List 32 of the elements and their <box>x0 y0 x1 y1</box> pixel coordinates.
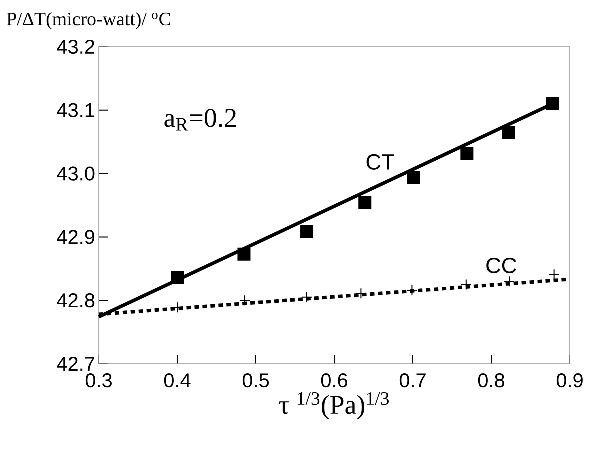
point <box>504 276 516 288</box>
x-tick-label: 0.3 <box>86 374 112 388</box>
series-label: CC <box>486 258 516 274</box>
y-tick-label: 42.9 <box>57 230 95 244</box>
point <box>460 147 474 160</box>
x-axis-title: τ $^{1/3}$(Pa)$^{1/3}$ <box>279 392 389 420</box>
y-tick-label: 43.2 <box>57 40 94 54</box>
point <box>502 126 516 140</box>
point <box>238 248 251 261</box>
x-tick-label: 0.6 <box>321 374 348 388</box>
point <box>407 171 420 184</box>
x-tick-label: 0.9 <box>556 374 583 388</box>
point <box>546 98 560 111</box>
annotation: a$_{R}$=0.2 <box>164 109 236 131</box>
y-axis-title: P/ΔT(micro-watt)/ $^{o}$C <box>7 12 170 30</box>
point <box>300 224 314 238</box>
y-tick-label: 42.8 <box>57 294 95 308</box>
point <box>302 292 313 303</box>
x-tick-label: 0.5 <box>242 374 270 388</box>
point <box>240 295 251 306</box>
point <box>406 284 418 296</box>
point <box>171 271 184 284</box>
x-tick-label: 0.7 <box>400 374 426 388</box>
point <box>358 196 372 210</box>
y-tick-label: 43.0 <box>57 166 95 181</box>
point <box>548 269 560 280</box>
x-tick-label: 0.4 <box>164 374 191 388</box>
point <box>460 279 472 290</box>
series-label: CT <box>366 154 394 170</box>
x-tick-label: 0.8 <box>478 374 504 388</box>
y-tick-label: 43.1 <box>57 103 95 118</box>
y-tick-label: 42.7 <box>57 357 94 371</box>
